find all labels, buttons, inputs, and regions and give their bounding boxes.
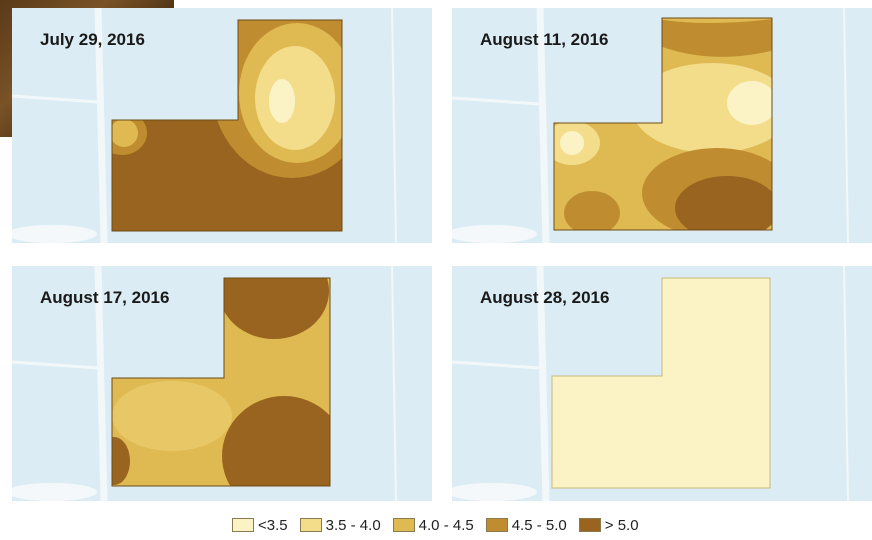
map-canvas [452, 266, 849, 501]
road-line [94, 266, 108, 501]
legend-swatch [392, 518, 415, 532]
map-canvas [12, 266, 397, 501]
cloud-patch [12, 225, 97, 243]
panel-title: August 28, 2016 [480, 288, 610, 307]
legend-item: <3.5 [232, 517, 288, 534]
legend-swatch [485, 518, 508, 532]
yield-field [551, 277, 771, 489]
field-outline [111, 277, 331, 487]
map-canvas [12, 8, 397, 243]
cloud-patch [452, 225, 537, 243]
legend-label: 4.5 - 5.0 [511, 516, 567, 534]
legend-item: > 5.0 [578, 516, 639, 534]
map-canvas [452, 8, 849, 243]
road-line [536, 8, 550, 243]
legend-item: 4.5 - 5.0 [485, 516, 567, 534]
road-line [391, 266, 397, 501]
map-panel-august-17: August 17, 2016 [12, 266, 432, 501]
legend: <3.5 3.5 - 4.0 4.0 - 4.5 4.5 - 5.0 > 5.0 [232, 514, 639, 536]
cloud-patch [452, 483, 537, 501]
map-panel-july-29: July 29, 2016 [12, 8, 432, 243]
legend-swatch [299, 518, 322, 532]
legend-label: 4.0 - 4.5 [418, 516, 474, 534]
road-line [843, 266, 849, 501]
panel-title: July 29, 2016 [40, 30, 145, 49]
cloud-patch [12, 483, 97, 501]
road-line [452, 96, 541, 106]
field-outline [553, 17, 773, 231]
panel-title: August 11, 2016 [480, 30, 609, 49]
panel-title: August 17, 2016 [40, 288, 170, 307]
road-line [12, 94, 99, 104]
legend-swatch [232, 518, 254, 532]
road-line [12, 360, 99, 370]
road-line [452, 360, 541, 370]
road-line [94, 8, 108, 243]
legend-label: > 5.0 [604, 516, 639, 534]
legend-item: 4.0 - 4.5 [392, 516, 474, 534]
road-line [843, 8, 849, 243]
field-outline [111, 19, 343, 232]
map-panel-august-28: August 28, 2016 [452, 266, 872, 501]
map-panel-august-11: August 11, 2016 [452, 8, 872, 243]
legend-label: <3.5 [258, 516, 288, 534]
legend-item: 3.5 - 4.0 [299, 516, 381, 534]
road-line [536, 266, 550, 501]
legend-swatch [578, 518, 601, 532]
yield-field [554, 18, 772, 230]
road-line [391, 8, 397, 243]
legend-label: 3.5 - 4.0 [325, 516, 381, 534]
